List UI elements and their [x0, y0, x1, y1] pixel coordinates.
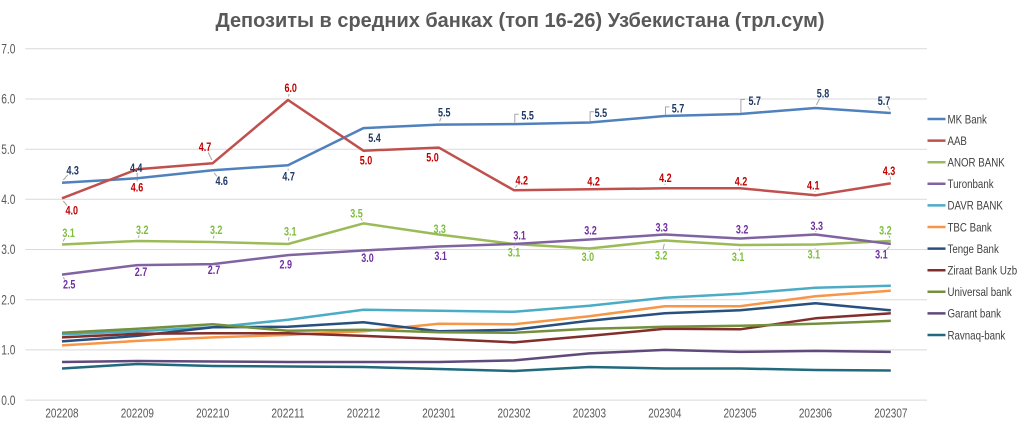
svg-text:3.1: 3.1	[434, 249, 447, 263]
svg-text:Депозиты в средних банках (топ: Депозиты в средних банках (топ 16-26) Уз…	[216, 10, 825, 32]
svg-text:2.7: 2.7	[208, 263, 221, 277]
svg-text:4.3: 4.3	[66, 163, 79, 177]
svg-text:3.2: 3.2	[879, 224, 892, 238]
svg-text:1.0: 1.0	[1, 343, 15, 358]
svg-text:5.8: 5.8	[817, 87, 830, 101]
svg-text:202303: 202303	[573, 406, 606, 421]
svg-text:5.0: 5.0	[360, 154, 373, 168]
svg-text:3.1: 3.1	[284, 225, 297, 239]
svg-text:3.5: 3.5	[350, 207, 363, 221]
svg-text:202304: 202304	[648, 406, 681, 421]
svg-text:3.2: 3.2	[584, 224, 597, 238]
svg-text:ANOR BANK: ANOR BANK	[948, 156, 1006, 170]
svg-text:3.3: 3.3	[655, 221, 668, 235]
svg-text:3.3: 3.3	[433, 222, 446, 236]
svg-text:5.7: 5.7	[748, 94, 761, 108]
svg-text:202307: 202307	[874, 406, 907, 421]
svg-text:4.1: 4.1	[807, 178, 820, 192]
svg-text:202208: 202208	[45, 406, 78, 421]
svg-text:Turonbank: Turonbank	[948, 177, 995, 191]
svg-text:4.3: 4.3	[883, 164, 896, 178]
svg-text:5.0: 5.0	[426, 151, 439, 165]
svg-text:3.0: 3.0	[1, 242, 15, 257]
svg-text:202302: 202302	[498, 406, 531, 421]
svg-text:2.9: 2.9	[280, 258, 293, 272]
svg-text:4.0: 4.0	[1, 192, 15, 207]
svg-text:3.2: 3.2	[210, 223, 223, 237]
svg-text:3.1: 3.1	[62, 226, 75, 240]
svg-text:2.5: 2.5	[63, 277, 76, 291]
svg-text:202209: 202209	[121, 406, 154, 421]
svg-text:202211: 202211	[271, 406, 304, 421]
svg-text:Tenge Bank: Tenge Bank	[948, 242, 1000, 256]
svg-text:3.1: 3.1	[808, 248, 821, 262]
svg-text:5.7: 5.7	[672, 101, 685, 115]
svg-text:202210: 202210	[196, 406, 229, 421]
svg-text:AAB: AAB	[948, 134, 967, 148]
svg-text:TBC Bank: TBC Bank	[948, 220, 993, 234]
svg-text:6.0: 6.0	[284, 81, 297, 95]
svg-text:3.0: 3.0	[582, 250, 595, 264]
svg-text:6.0: 6.0	[1, 92, 15, 107]
svg-text:202305: 202305	[724, 406, 757, 421]
svg-text:5.5: 5.5	[595, 106, 608, 120]
svg-text:Ziraat Bank Uzb: Ziraat Bank Uzb	[948, 264, 1018, 278]
svg-text:4.6: 4.6	[131, 181, 144, 195]
svg-text:3.1: 3.1	[513, 228, 526, 242]
svg-text:4.7: 4.7	[282, 170, 295, 184]
svg-text:3.1: 3.1	[732, 250, 745, 264]
svg-text:3.3: 3.3	[811, 219, 824, 233]
svg-text:4.2: 4.2	[735, 175, 748, 189]
svg-text:5.7: 5.7	[878, 94, 891, 108]
svg-text:3.1: 3.1	[875, 248, 888, 262]
svg-text:4.4: 4.4	[130, 161, 143, 175]
svg-text:5.5: 5.5	[438, 106, 451, 120]
svg-text:Universal bank: Universal bank	[948, 285, 1013, 299]
svg-text:MK Bank: MK Bank	[948, 112, 988, 126]
svg-text:Garant bank: Garant bank	[948, 307, 1002, 321]
svg-text:0.0: 0.0	[1, 393, 15, 408]
svg-text:202212: 202212	[347, 406, 380, 421]
svg-text:4.7: 4.7	[199, 140, 212, 154]
svg-text:2.7: 2.7	[135, 265, 148, 279]
svg-text:3.2: 3.2	[736, 222, 749, 236]
svg-text:3.2: 3.2	[136, 223, 149, 237]
svg-text:7.0: 7.0	[1, 42, 15, 57]
svg-text:4.2: 4.2	[587, 175, 600, 189]
svg-text:DAVR BANK: DAVR BANK	[948, 199, 1004, 213]
svg-text:5.0: 5.0	[1, 142, 15, 157]
svg-text:3.1: 3.1	[508, 246, 521, 260]
svg-text:202301: 202301	[422, 406, 455, 421]
svg-text:4.2: 4.2	[516, 174, 529, 188]
svg-text:5.5: 5.5	[521, 109, 534, 123]
svg-text:2.0: 2.0	[1, 292, 15, 307]
svg-text:4.0: 4.0	[66, 203, 79, 217]
svg-text:3.2: 3.2	[655, 249, 668, 263]
svg-text:4.2: 4.2	[659, 171, 672, 185]
svg-text:202306: 202306	[799, 406, 832, 421]
svg-text:4.6: 4.6	[215, 174, 228, 188]
svg-text:Ravnaq-bank: Ravnaq-bank	[948, 328, 1006, 342]
svg-text:3.0: 3.0	[361, 251, 374, 265]
svg-text:5.4: 5.4	[368, 131, 381, 145]
